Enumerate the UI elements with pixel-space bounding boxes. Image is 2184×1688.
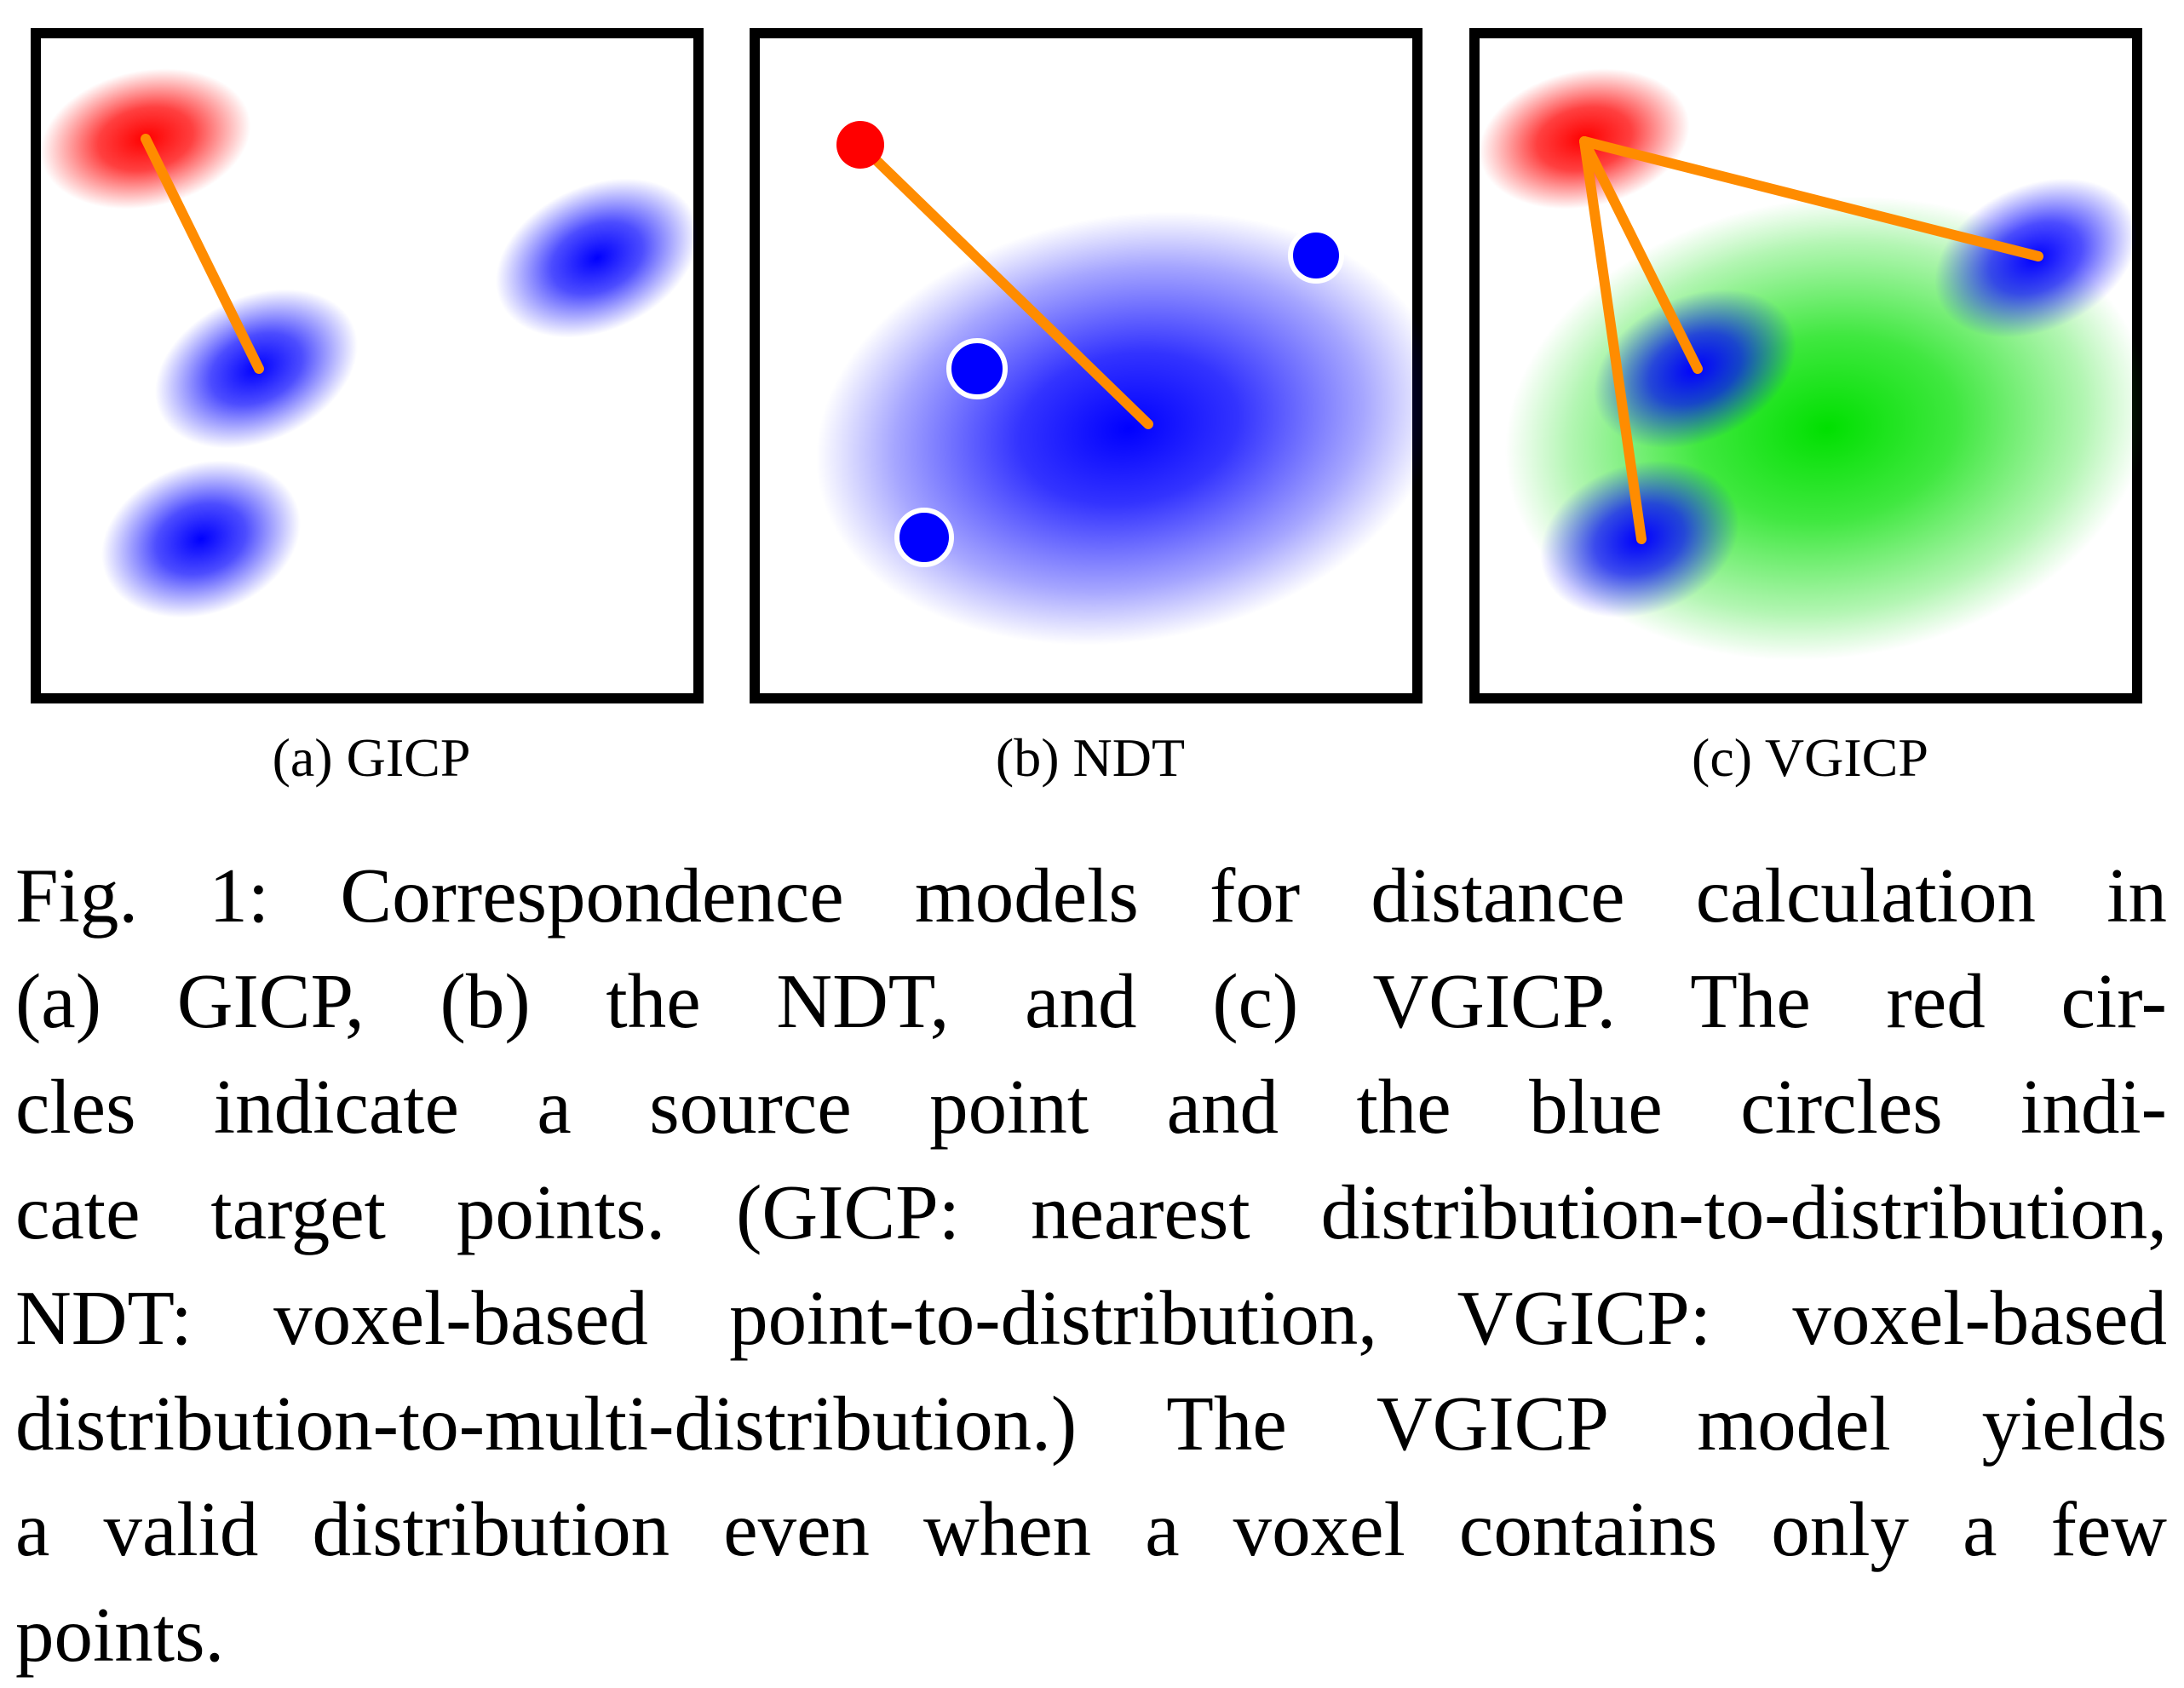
caption-line: distribution-to-multi-distribution.) The… bbox=[15, 1381, 2167, 1467]
caption-line: cate target points. (GICP: nearest distr… bbox=[15, 1169, 2167, 1255]
figure-caption: Fig. 1: Correspondence models for distan… bbox=[15, 843, 2167, 1688]
subcaption-vgicp: (c) VGICP bbox=[1692, 727, 1928, 788]
target-point bbox=[1288, 227, 1344, 284]
correspondence-line bbox=[1579, 136, 1703, 374]
correspondence-line bbox=[141, 134, 264, 374]
target-distribution bbox=[101, 460, 301, 618]
correspondence-line bbox=[1579, 136, 1647, 544]
caption-line: cles indicate a source point and the blu… bbox=[15, 1064, 2167, 1150]
gicp-diagram bbox=[31, 28, 704, 703]
target-point bbox=[894, 508, 954, 567]
voxel-distribution bbox=[816, 211, 1422, 646]
ndt-diagram bbox=[750, 28, 1422, 703]
caption-line: a valid distribution even when a voxel c… bbox=[15, 1486, 2167, 1572]
caption-line: points. bbox=[15, 1592, 225, 1678]
correspondence-line bbox=[855, 140, 1153, 429]
caption-line: (a) GICP, (b) the NDT, and (c) VGICP. Th… bbox=[15, 958, 2167, 1044]
subcaption-ndt: (b) NDT bbox=[995, 727, 1186, 788]
vgicp-diagram bbox=[1469, 28, 2142, 703]
correspondence-line bbox=[1579, 136, 2043, 261]
caption-line: Fig. 1: Correspondence models for distan… bbox=[15, 853, 2167, 939]
panel-gicp bbox=[31, 28, 704, 703]
target-distribution bbox=[496, 178, 698, 338]
target-point bbox=[946, 338, 1008, 399]
source-point bbox=[836, 121, 884, 169]
subcaption-gicp: (a) GICP bbox=[272, 727, 471, 788]
panel-ndt bbox=[750, 28, 1422, 703]
caption-line: NDT: voxel-based point-to-distribution, … bbox=[15, 1275, 2167, 1361]
panel-vgicp bbox=[1469, 28, 2142, 703]
